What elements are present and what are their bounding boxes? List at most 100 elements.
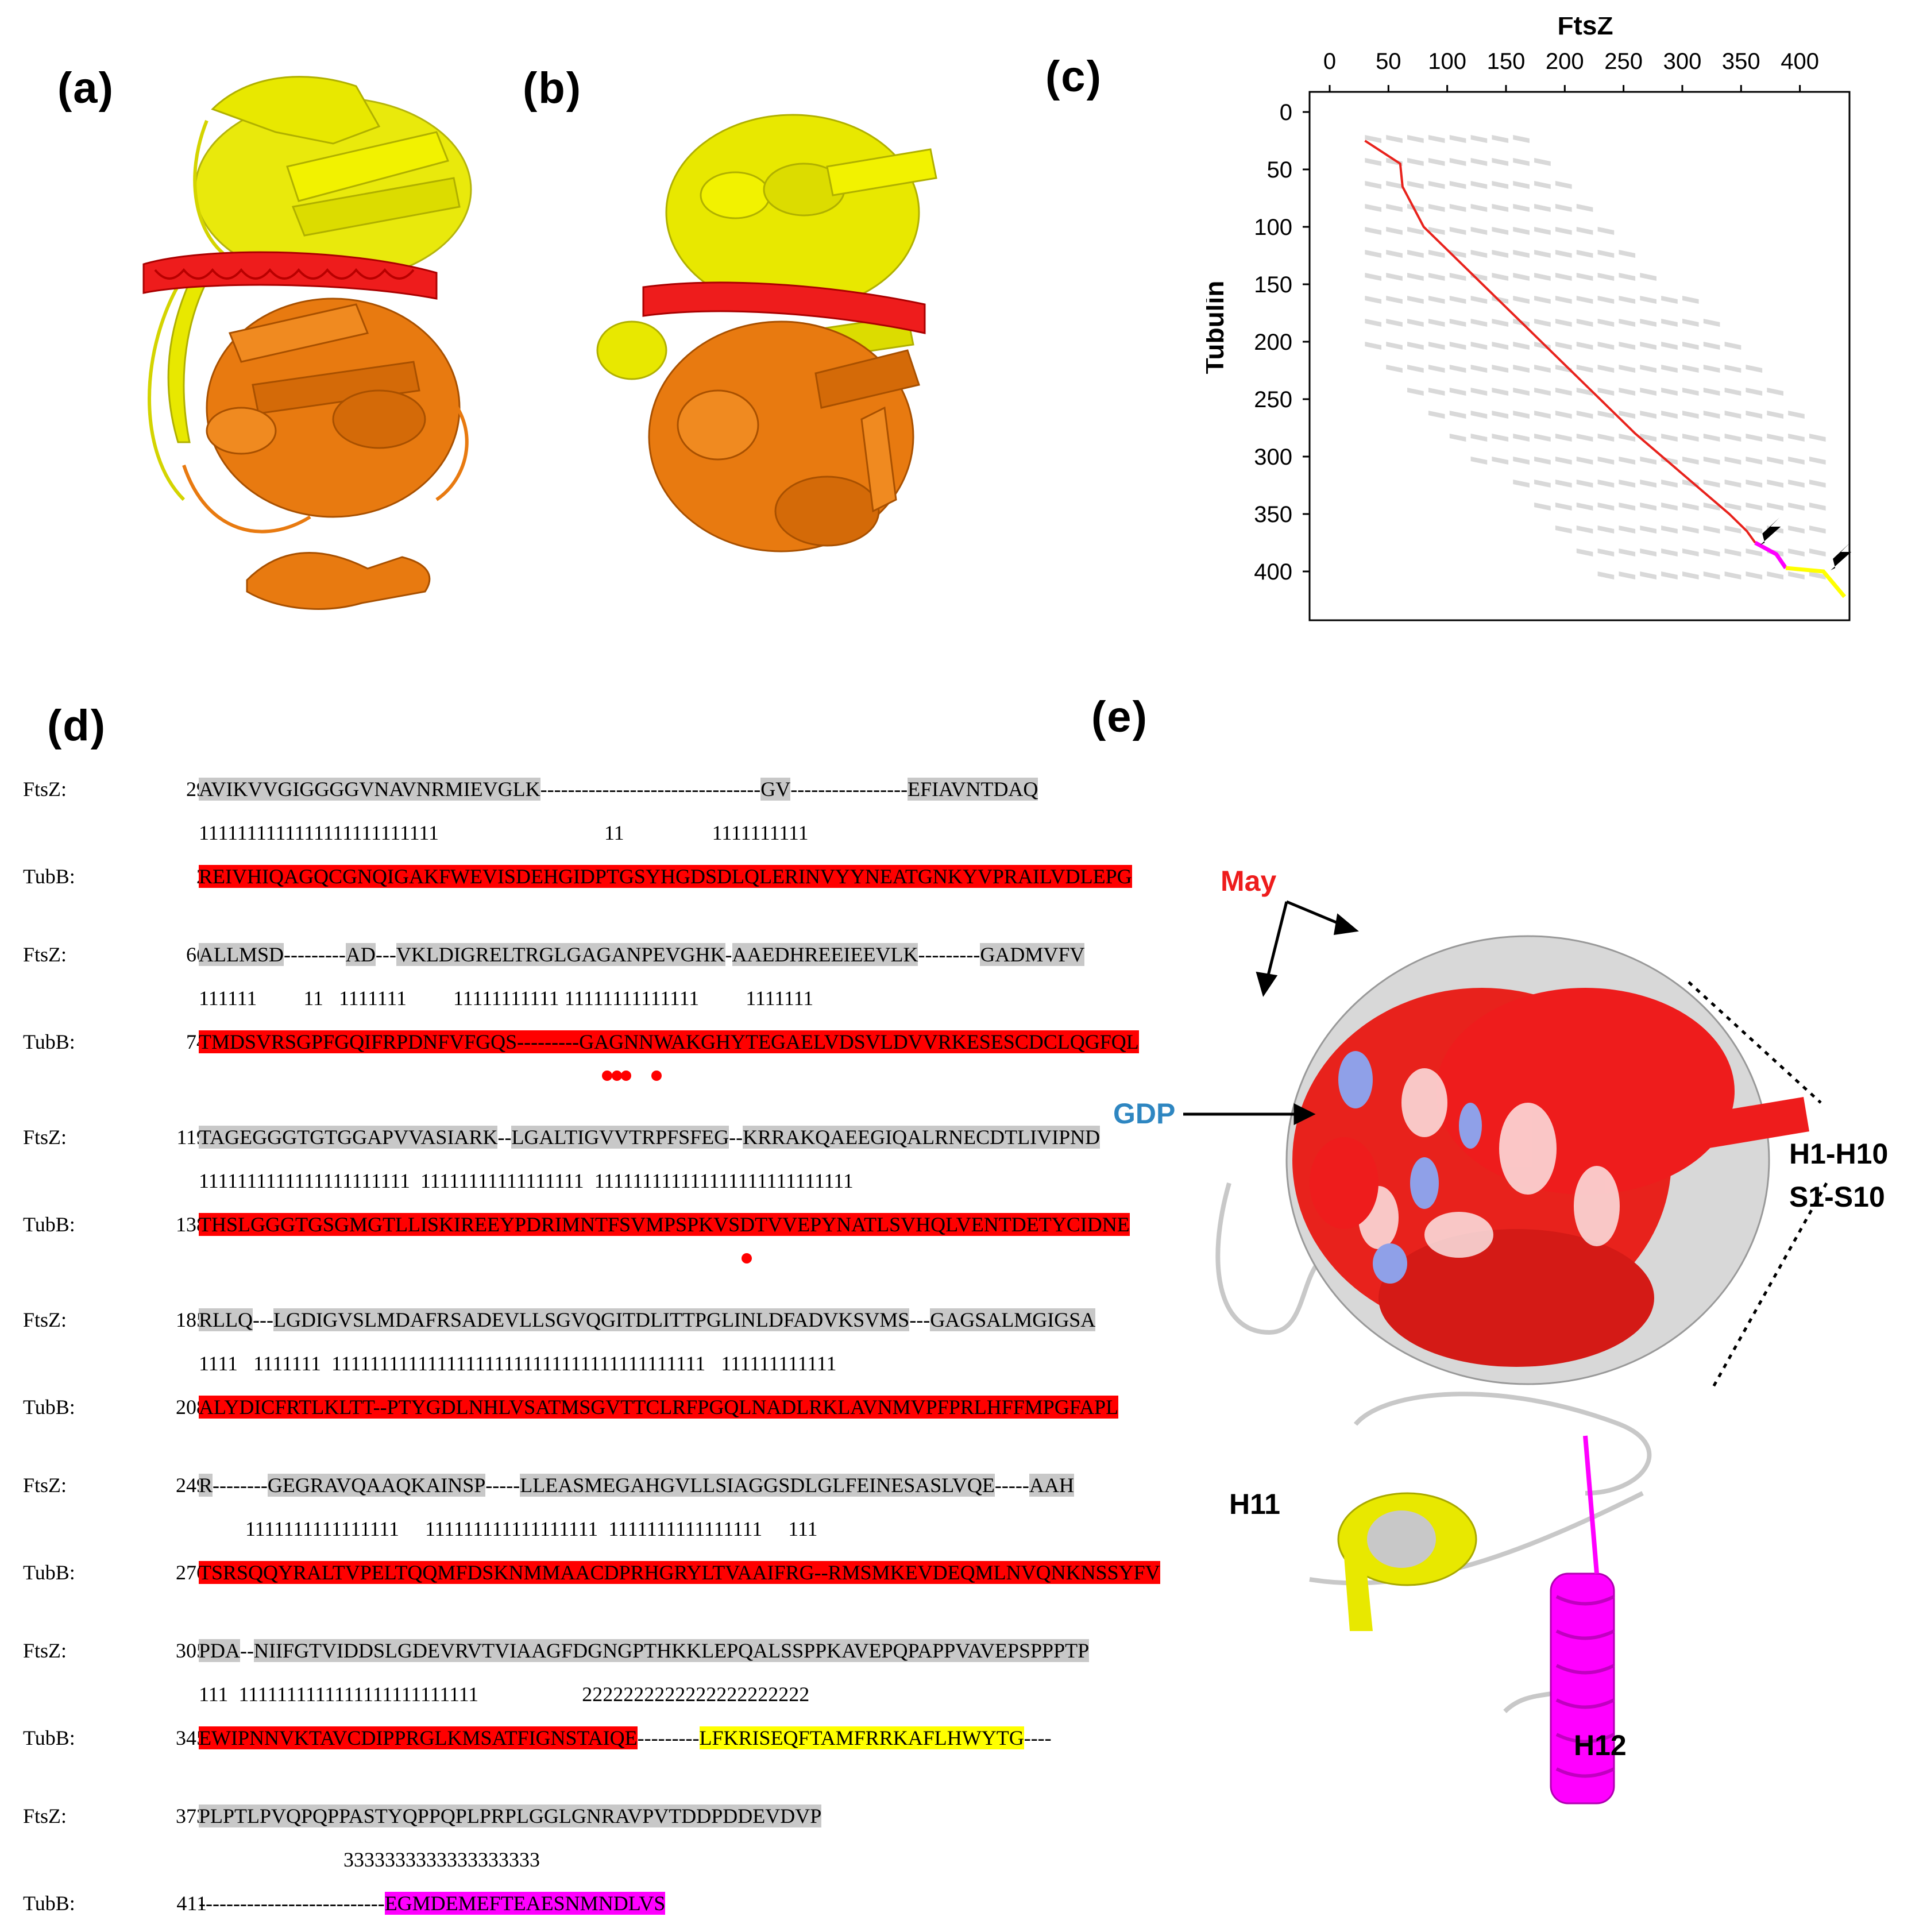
background-streak xyxy=(1597,273,1615,281)
y-tick-label: 250 xyxy=(1254,387,1292,412)
y-tick-label: 200 xyxy=(1254,330,1292,355)
sequence-segment: EWIPNNVKTAVCDIPPRGLKMSATFIGNSTAIQE xyxy=(199,1726,638,1749)
sequence-segment: 111111 xyxy=(199,987,257,1010)
background-streak xyxy=(1534,181,1551,189)
sequence-text: EWIPNNVKTAVCDIPPRGLKMSATFIGNSTAIQE------… xyxy=(199,1724,1052,1752)
sequence-start-index: 411 xyxy=(176,1892,207,1915)
background-streak xyxy=(1534,250,1551,258)
background-streak xyxy=(1746,457,1763,465)
may-arrows xyxy=(1256,900,1359,997)
background-streak xyxy=(1788,434,1805,442)
background-streak xyxy=(1470,457,1488,465)
conservation-dots xyxy=(199,1068,1060,1085)
sequence-segment xyxy=(559,984,565,1012)
background-streak xyxy=(1386,181,1403,189)
sequence-segment: ----- xyxy=(994,1474,1029,1497)
sequence-alignment: FtsZ: 29 AVIKVVGIGGGGVNAVNRMIEVGLK--------… xyxy=(23,741,1160,1924)
series-line-0 xyxy=(1364,140,1756,544)
sequence-segment: AVIKVVGIGGGGVNAVNRMIEVGLK xyxy=(199,778,540,801)
sequence-segment xyxy=(257,984,303,1012)
background-streak xyxy=(1788,503,1805,511)
background-streak xyxy=(1682,525,1699,534)
background-streak xyxy=(1365,342,1382,350)
sequence-text: 111 1111111111111111111111111 2222222222… xyxy=(199,1680,809,1708)
background-streak xyxy=(1640,571,1656,579)
background-streak xyxy=(1703,525,1720,534)
sequence-segment: 111 xyxy=(199,1683,229,1706)
background-streak xyxy=(1640,319,1656,327)
background-streak xyxy=(1619,296,1636,304)
background-streak xyxy=(1619,250,1636,258)
background-streak xyxy=(1619,548,1636,557)
background-streak xyxy=(1746,525,1763,534)
background-streak xyxy=(1386,227,1403,235)
background-streak xyxy=(1407,365,1424,373)
background-streak xyxy=(1513,227,1530,235)
sequence-start-index: 29 xyxy=(186,778,207,801)
background-streak xyxy=(1661,296,1678,304)
background-streak xyxy=(1470,181,1488,189)
background-streak xyxy=(1428,296,1445,304)
panel-label-b: (b) xyxy=(523,64,582,113)
chart-c: FtsZ Tubulin 0 50 100 150 200 250 300 350 400 0 5… xyxy=(1206,17,1852,621)
background-streak xyxy=(1513,135,1530,143)
background-streak xyxy=(1576,342,1593,350)
background-streak xyxy=(1407,135,1424,143)
background-streak xyxy=(1724,503,1741,511)
sequence-text: 1111111111111111 111111111111111111 1111… xyxy=(199,1515,818,1543)
background-streak xyxy=(1597,342,1615,350)
sequence-text: RLLQ--- LGDIGVSLMDAFRSADEVLLSGVQGITDLITTP… xyxy=(199,1306,1096,1334)
background-streak xyxy=(1809,571,1826,579)
sequence-segment: VKLDIGRELTRGLGAGANPEVGHK xyxy=(396,943,725,966)
sequence-segment: 1111111111 xyxy=(712,821,809,844)
sequence-segment xyxy=(584,1167,594,1195)
background-streak xyxy=(1513,365,1530,373)
x-tick-label: 350 xyxy=(1722,49,1760,74)
background-streak xyxy=(1513,457,1530,465)
sequence-segment: 111111111111 xyxy=(721,1352,837,1375)
background-streak xyxy=(1788,571,1805,579)
background-streak xyxy=(1492,204,1509,212)
background-streak xyxy=(1492,158,1509,166)
conservation-dots xyxy=(199,1251,1060,1268)
background-streak xyxy=(1724,434,1741,442)
sequence-text: 3333333333333333333 xyxy=(199,1846,540,1873)
x-tick-label: 250 xyxy=(1604,49,1643,74)
background-streak xyxy=(1428,388,1445,396)
panel-label-d: (d) xyxy=(47,701,107,750)
background-streak xyxy=(1576,525,1593,534)
background-streak xyxy=(1555,503,1572,511)
sequence-segment xyxy=(410,1167,420,1195)
background-streak xyxy=(1470,135,1488,143)
h1-h10-label: H1-H10 xyxy=(1789,1138,1889,1170)
background-streak xyxy=(1555,411,1572,419)
background-streak xyxy=(1576,365,1593,373)
background-streak xyxy=(1703,319,1720,327)
sequence-name: TubB: xyxy=(23,1892,75,1915)
background-streak xyxy=(1534,296,1551,304)
sequence-segment: -------- xyxy=(213,1474,268,1497)
h11-helix xyxy=(1337,1492,1477,1631)
sequence-text: AVIKVVGIGGGGVNAVNRMIEVGLK---------------… xyxy=(199,775,1038,803)
sequence-segment: ----- xyxy=(485,1474,520,1497)
background-streak xyxy=(1555,342,1572,350)
sequence-segment: --- xyxy=(253,1308,273,1331)
orange-domain xyxy=(648,320,920,552)
sequence-text: 1111111111111111111111111 11 1111111111 xyxy=(199,819,809,847)
sequence-text: ALYDICFRTLKLTT--PTYGDLNHLVSATMSGVTTCLRFP… xyxy=(199,1393,1119,1421)
yellow-domain xyxy=(167,76,472,443)
background-streak xyxy=(1365,158,1382,166)
background-streak xyxy=(1703,571,1720,579)
sequence-segment: 111 xyxy=(788,1517,818,1540)
conservation-dot xyxy=(742,1253,752,1263)
background-streak xyxy=(1661,342,1678,350)
sequence-text: --------------------------- EGMDEMEFTEAES… xyxy=(199,1890,666,1917)
background-streak xyxy=(1597,503,1615,511)
background-streak xyxy=(1555,204,1572,212)
background-streak xyxy=(1661,525,1678,534)
sequence-start-index: 305 xyxy=(176,1639,207,1662)
sequence-segment: R xyxy=(199,1474,213,1497)
sequence-segment: 1111111111111111111111111 xyxy=(199,821,439,844)
background-streak xyxy=(1534,434,1551,442)
y-axis-label: Tubulin xyxy=(1206,281,1229,374)
